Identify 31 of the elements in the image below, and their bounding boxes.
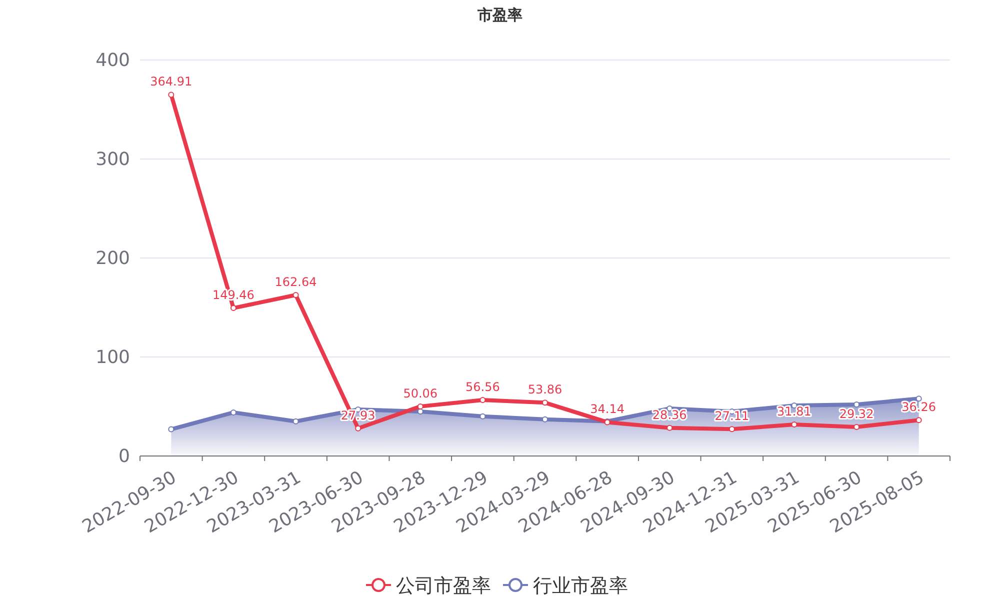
y-tick-label: 0 bbox=[118, 446, 130, 467]
point bbox=[292, 292, 299, 298]
data-label: 29.32 bbox=[839, 406, 874, 421]
point bbox=[791, 422, 798, 428]
y-tick-label: 100 bbox=[96, 347, 130, 368]
point bbox=[168, 426, 174, 432]
chart-title: 市盈率 bbox=[476, 6, 522, 24]
data-label: 34.14 bbox=[590, 402, 624, 416]
data-label: 28.36 bbox=[652, 408, 687, 422]
point bbox=[292, 418, 299, 424]
data-label: 50.06 bbox=[403, 386, 438, 400]
point bbox=[542, 416, 548, 422]
point bbox=[355, 425, 362, 432]
y-tick-label: 200 bbox=[96, 248, 130, 269]
data-label: 53.86 bbox=[528, 382, 562, 397]
point bbox=[542, 400, 548, 406]
point bbox=[230, 305, 236, 312]
data-label: 162.64 bbox=[274, 274, 317, 289]
legend-label: 行业市盈率 bbox=[533, 575, 628, 597]
data-label: 27.11 bbox=[714, 409, 750, 424]
data-label: 364.91 bbox=[150, 74, 192, 89]
data-label: 36.26 bbox=[902, 400, 936, 414]
data-label: 56.56 bbox=[466, 380, 500, 394]
legend-label: 公司市盈率 bbox=[396, 575, 491, 597]
point bbox=[480, 397, 486, 404]
point bbox=[168, 92, 174, 98]
y-tick-label: 300 bbox=[96, 149, 130, 170]
data-label: 31.81 bbox=[777, 404, 812, 419]
point bbox=[230, 409, 236, 416]
point bbox=[417, 403, 424, 410]
y-tick-label: 400 bbox=[96, 50, 130, 71]
